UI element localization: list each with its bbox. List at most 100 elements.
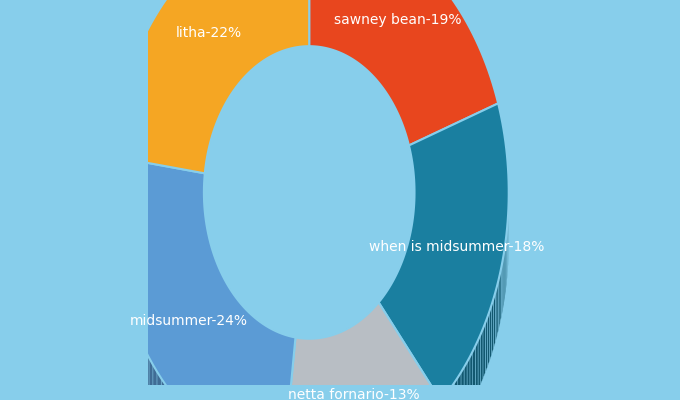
Polygon shape xyxy=(382,295,384,348)
Polygon shape xyxy=(307,339,308,389)
Polygon shape xyxy=(296,338,297,388)
Polygon shape xyxy=(396,273,397,326)
Polygon shape xyxy=(405,248,407,302)
Polygon shape xyxy=(454,377,458,400)
Polygon shape xyxy=(475,340,478,396)
Polygon shape xyxy=(391,282,392,335)
Polygon shape xyxy=(246,310,249,362)
Polygon shape xyxy=(341,331,343,382)
Polygon shape xyxy=(441,396,444,400)
Polygon shape xyxy=(347,328,350,379)
Polygon shape xyxy=(497,280,498,336)
Polygon shape xyxy=(276,331,279,382)
Polygon shape xyxy=(165,385,170,400)
Polygon shape xyxy=(356,322,358,374)
Polygon shape xyxy=(376,304,377,356)
Polygon shape xyxy=(132,320,135,378)
Polygon shape xyxy=(218,264,219,318)
Polygon shape xyxy=(249,312,252,365)
Polygon shape xyxy=(410,232,411,286)
Polygon shape xyxy=(392,279,394,332)
Polygon shape xyxy=(310,339,312,389)
Polygon shape xyxy=(444,392,448,400)
Polygon shape xyxy=(308,339,310,389)
Polygon shape xyxy=(208,234,209,288)
Polygon shape xyxy=(334,334,335,385)
Polygon shape xyxy=(501,261,503,318)
Polygon shape xyxy=(506,235,507,292)
Ellipse shape xyxy=(204,46,415,339)
Polygon shape xyxy=(448,387,452,400)
Polygon shape xyxy=(260,322,263,374)
Polygon shape xyxy=(353,325,354,376)
Polygon shape xyxy=(214,256,216,310)
Polygon shape xyxy=(303,338,305,389)
Polygon shape xyxy=(358,321,359,372)
Polygon shape xyxy=(111,218,112,277)
Polygon shape xyxy=(299,338,301,388)
Polygon shape xyxy=(505,242,506,298)
Text: netta fornario-13%: netta fornario-13% xyxy=(288,388,420,400)
Polygon shape xyxy=(120,279,122,338)
Polygon shape xyxy=(467,357,470,400)
Polygon shape xyxy=(483,323,486,379)
Polygon shape xyxy=(122,288,124,346)
PathPatch shape xyxy=(109,156,296,400)
Polygon shape xyxy=(377,302,379,354)
Polygon shape xyxy=(346,329,347,380)
Polygon shape xyxy=(390,285,391,338)
Polygon shape xyxy=(488,311,490,367)
Polygon shape xyxy=(226,283,229,337)
Polygon shape xyxy=(243,306,246,360)
Polygon shape xyxy=(364,316,365,368)
Polygon shape xyxy=(473,346,475,400)
Polygon shape xyxy=(481,329,483,384)
Polygon shape xyxy=(343,330,344,381)
Polygon shape xyxy=(478,334,481,390)
Polygon shape xyxy=(114,253,116,312)
Polygon shape xyxy=(112,236,114,295)
Polygon shape xyxy=(207,229,208,284)
Polygon shape xyxy=(175,397,180,400)
Polygon shape xyxy=(362,318,364,369)
Polygon shape xyxy=(209,238,210,293)
Polygon shape xyxy=(370,310,371,362)
Text: litha-22%: litha-22% xyxy=(175,26,242,40)
Polygon shape xyxy=(241,304,243,356)
Polygon shape xyxy=(351,326,353,377)
Polygon shape xyxy=(500,267,501,324)
Polygon shape xyxy=(402,258,403,311)
Polygon shape xyxy=(318,338,319,388)
Polygon shape xyxy=(138,336,141,393)
Polygon shape xyxy=(400,264,401,318)
Polygon shape xyxy=(213,251,214,306)
Polygon shape xyxy=(328,336,330,386)
Polygon shape xyxy=(461,367,464,400)
PathPatch shape xyxy=(379,103,509,400)
Polygon shape xyxy=(129,312,132,370)
Polygon shape xyxy=(116,262,118,321)
Polygon shape xyxy=(373,307,375,359)
Polygon shape xyxy=(388,288,390,340)
Polygon shape xyxy=(490,305,492,361)
Polygon shape xyxy=(146,350,149,400)
Polygon shape xyxy=(305,338,307,389)
Polygon shape xyxy=(157,372,161,400)
Polygon shape xyxy=(219,268,221,322)
Polygon shape xyxy=(224,280,226,333)
Polygon shape xyxy=(464,362,467,400)
Polygon shape xyxy=(141,343,146,400)
Polygon shape xyxy=(221,272,222,326)
Polygon shape xyxy=(495,286,497,343)
Polygon shape xyxy=(470,351,473,400)
Polygon shape xyxy=(153,365,157,400)
Polygon shape xyxy=(135,328,138,386)
Polygon shape xyxy=(263,324,267,376)
PathPatch shape xyxy=(112,0,309,173)
Polygon shape xyxy=(498,274,500,330)
Polygon shape xyxy=(273,330,276,381)
Polygon shape xyxy=(238,300,241,354)
Polygon shape xyxy=(365,315,367,366)
Polygon shape xyxy=(386,290,388,343)
Polygon shape xyxy=(354,324,356,375)
